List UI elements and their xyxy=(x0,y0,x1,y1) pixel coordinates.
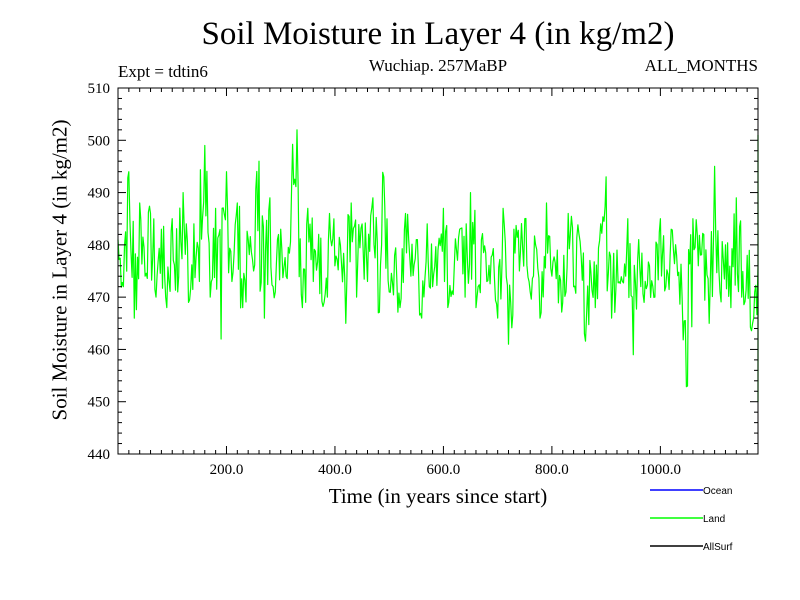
series-line-land xyxy=(117,129,759,403)
y-tick-label: 440 xyxy=(88,447,111,463)
axis-layer: 440 450 460 470 480 490 500 510 200.0 400.0 600.0 8… xyxy=(88,81,758,478)
x-axis-label: Time (in years since start) xyxy=(328,484,548,508)
y-tick-label: 470 xyxy=(88,290,111,306)
y-tick-label: 480 xyxy=(88,238,111,254)
x-tick-label: 600.0 xyxy=(427,462,461,478)
legend-label-land: Land xyxy=(703,514,725,525)
legend-label-ocean: Ocean xyxy=(703,486,732,497)
y-tick-label: 500 xyxy=(88,133,111,149)
period-label: ALL_MONTHS xyxy=(644,56,758,75)
y-tick-label: 510 xyxy=(88,81,111,97)
legend: Ocean Land AllSurf xyxy=(650,486,733,553)
y-tick-label: 490 xyxy=(88,186,111,202)
experiment-label: Expt = tdtin6 xyxy=(118,62,208,81)
plot-layer xyxy=(117,129,759,403)
legend-label-allsurf: AllSurf xyxy=(703,542,733,553)
x-tick-label: 200.0 xyxy=(210,462,244,478)
x-tick-label: 400.0 xyxy=(318,462,352,478)
chart-subtitle: Wuchiap. 257MaBP xyxy=(368,56,508,75)
plot-frame xyxy=(117,87,759,455)
y-tick-label: 460 xyxy=(88,342,111,358)
y-tick-label: 450 xyxy=(88,395,111,411)
chart-title: Soil Moisture in Layer 4 (in kg/m2) xyxy=(201,16,675,52)
x-tick-label: 800.0 xyxy=(535,462,569,478)
x-tick-label: 1000.0 xyxy=(640,462,681,478)
